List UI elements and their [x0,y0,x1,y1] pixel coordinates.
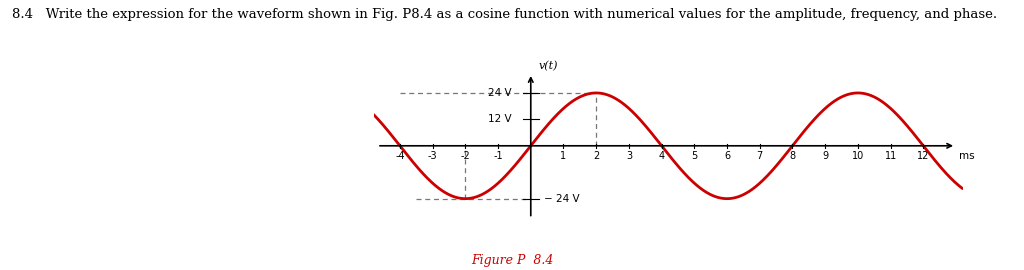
Text: 11: 11 [885,151,897,161]
Text: -4: -4 [395,151,404,161]
Text: 8: 8 [790,151,796,161]
Text: ms: ms [959,151,975,161]
Text: Figure P  8.4: Figure P 8.4 [471,254,553,267]
Text: -1: -1 [494,151,503,161]
Text: 3: 3 [626,151,632,161]
Text: v(t): v(t) [539,60,558,71]
Text: 8.4   Write the expression for the waveform shown in Fig. P8.4 as a cosine funct: 8.4 Write the expression for the wavefor… [12,8,997,21]
Text: 4: 4 [658,151,665,161]
Text: 24 V: 24 V [487,88,511,98]
Text: -2: -2 [461,151,470,161]
Text: -3: -3 [428,151,437,161]
Text: 12 V: 12 V [487,114,511,124]
Text: 7: 7 [757,151,763,161]
Text: 1: 1 [560,151,566,161]
Text: 5: 5 [691,151,697,161]
Text: 12: 12 [918,151,930,161]
Text: 2: 2 [593,151,599,161]
Text: − 24 V: − 24 V [544,194,580,204]
Text: 10: 10 [852,151,864,161]
Text: 6: 6 [724,151,730,161]
Text: 9: 9 [822,151,828,161]
